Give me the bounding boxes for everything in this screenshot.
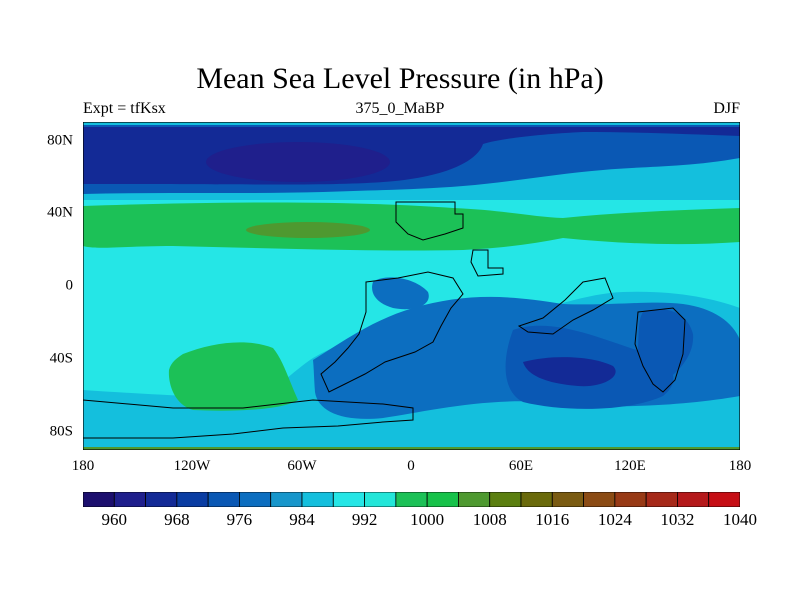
colorbar-swatch	[708, 492, 740, 507]
colorbar-swatch	[395, 492, 428, 507]
arctic-low-core	[206, 142, 390, 182]
colorbar-swatch	[207, 492, 240, 507]
colorbar-swatch	[270, 492, 303, 507]
colorbar-tick-label: 1024	[597, 510, 632, 529]
colorbar-tick-label: 992	[351, 510, 378, 529]
colorbar-swatch	[520, 492, 553, 507]
colorbar-swatch	[145, 492, 178, 507]
colorbar	[83, 492, 740, 507]
north-high-core	[246, 222, 370, 238]
experiment-label: Expt = tfKsx	[83, 100, 166, 117]
lat-label-40n: 40N	[47, 204, 73, 221]
lon-label-0: 0	[407, 458, 415, 474]
lon-label-120e: 120E	[614, 458, 646, 474]
lon-label-180w: 180	[71, 458, 95, 474]
colorbar-tick-label: 1032	[660, 510, 695, 529]
colorbar-swatch	[239, 492, 272, 507]
lat-label-0: 0	[65, 277, 74, 294]
chart-title: Mean Sea Level Pressure (in hPa)	[196, 62, 604, 95]
colorbar-tick-label: 1040	[723, 510, 757, 529]
colorbar-tick-label: 1008	[472, 510, 507, 529]
lon-label-120w: 120W	[173, 458, 211, 474]
colorbar-tick-label: 1000	[410, 510, 445, 529]
lon-label-60e: 60E	[508, 458, 534, 474]
colorbar-swatch	[551, 492, 584, 507]
colorbar-tick-label: 976	[226, 510, 253, 529]
colorbar-swatch	[489, 492, 522, 507]
continent-outlines	[83, 201, 686, 439]
indian-ocean-low-core	[523, 357, 616, 387]
colorbar-swatch	[458, 492, 491, 507]
antarctic-band	[83, 422, 740, 450]
colorbar-swatch	[645, 492, 678, 507]
southern-high	[168, 342, 298, 411]
lon-label-60w: 60W	[287, 458, 317, 474]
colorbar-swatch	[677, 492, 710, 507]
lat-label-80n: 80N	[47, 132, 73, 149]
colorbar-tick-label: 1016	[535, 510, 570, 529]
colorbar-tick-label: 968	[164, 510, 190, 529]
colorbar-swatch	[113, 492, 146, 507]
colorbar-swatch	[364, 492, 397, 507]
season-label: DJF	[713, 100, 740, 117]
lon-label-180e: 180	[728, 458, 752, 474]
equatorial-low-patch	[372, 277, 429, 310]
period-label: 375_0_MaBP	[355, 100, 445, 117]
lat-label-40s: 40S	[49, 350, 73, 367]
pressure-map	[83, 122, 740, 450]
colorbar-swatch	[614, 492, 647, 507]
colorbar-swatch	[332, 492, 365, 507]
colorbar-tick-label: 960	[101, 510, 128, 529]
colorbar-tick-label: 984	[289, 510, 315, 529]
colorbar-swatch	[583, 492, 616, 507]
lat-label-80s: 80S	[49, 423, 73, 440]
colorbar-swatch	[83, 492, 115, 507]
subtropical-high-north	[83, 202, 740, 251]
south-edge-band	[83, 447, 740, 450]
colorbar-swatch	[301, 492, 334, 507]
colorbar-swatch	[176, 492, 209, 507]
colorbar-swatch	[426, 492, 459, 507]
